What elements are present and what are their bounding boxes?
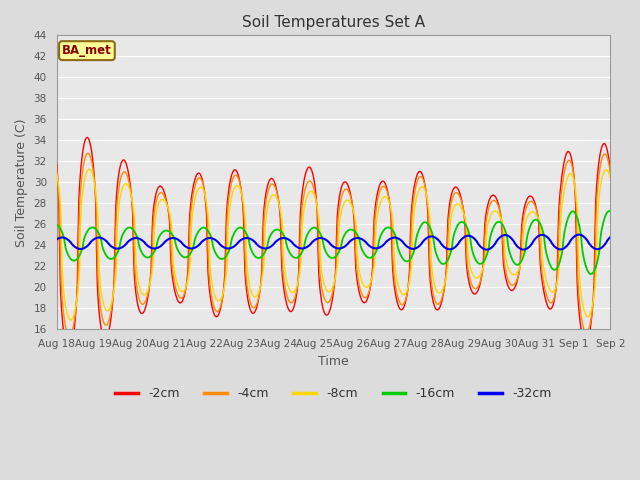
Title: Soil Temperatures Set A: Soil Temperatures Set A <box>242 15 425 30</box>
Text: BA_met: BA_met <box>62 44 112 57</box>
Legend: -2cm, -4cm, -8cm, -16cm, -32cm: -2cm, -4cm, -8cm, -16cm, -32cm <box>111 383 556 406</box>
Y-axis label: Soil Temperature (C): Soil Temperature (C) <box>15 118 28 247</box>
X-axis label: Time: Time <box>318 355 349 368</box>
